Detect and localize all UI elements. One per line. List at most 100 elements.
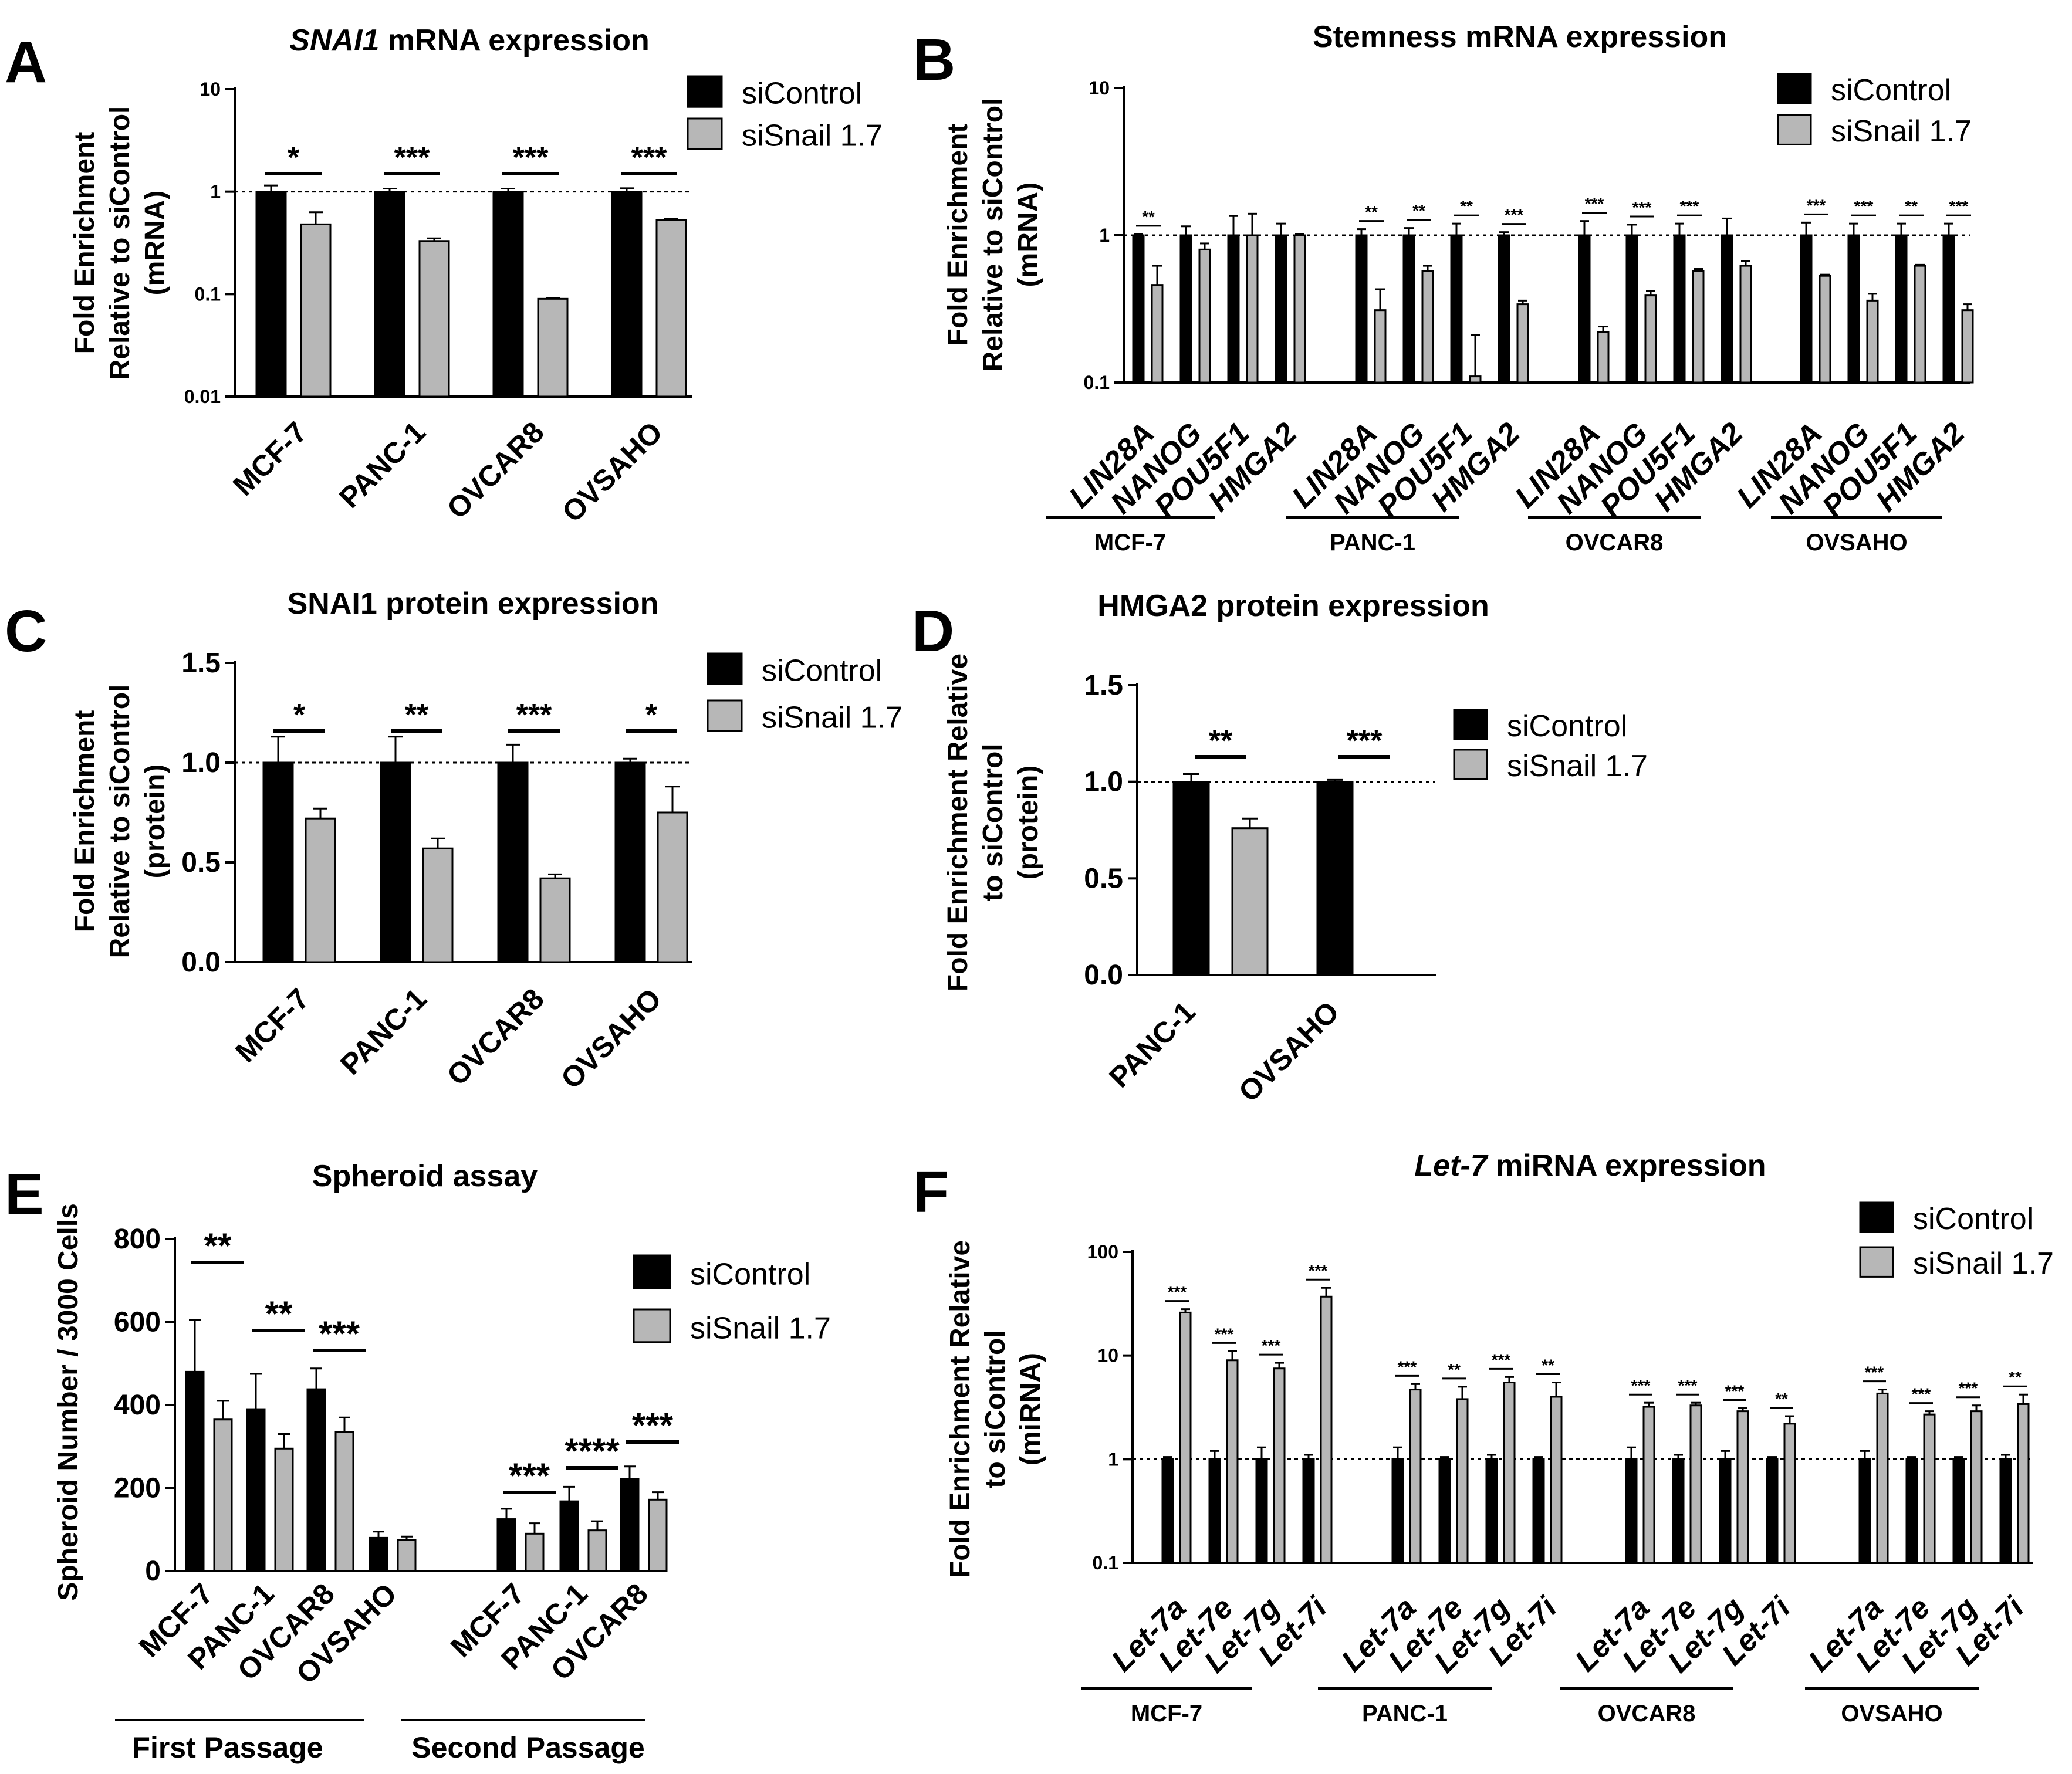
panel-b-OVSAHO-HMGA2-error-treatment xyxy=(1963,303,1972,310)
panel-c-y-axis-title: Fold Enrichment xyxy=(69,710,100,933)
panel-c-bar-treatment-OVSAHO xyxy=(657,811,688,963)
panel-a-significance-MCF-7: * xyxy=(288,141,300,175)
panel-f-OVSAHO-Let-7i-bar-control xyxy=(1999,1458,2012,1564)
panel-e-0-PANC-1-significance: ** xyxy=(265,1294,293,1333)
panel-label-b: B xyxy=(913,27,955,93)
panel-b-OVSAHO-NANOG-error-control xyxy=(1849,222,1858,235)
panel-a-y-axis-title: (mRNA) xyxy=(140,191,171,296)
panel-e-0-OVCAR8-significance: *** xyxy=(319,1314,360,1353)
panel-f-OVSAHO-Let-7a-error-treatment xyxy=(1878,1389,1887,1394)
panel-f-OVSAHO-Let-7g-error-control xyxy=(1954,1456,1963,1460)
panel-b-OVSAHO-POU5F1-bar-control xyxy=(1895,234,1908,384)
legend-swatch-treatment xyxy=(1777,114,1812,145)
panel-b-y-axis-title: Fold Enrichment xyxy=(942,124,974,346)
panel-f-y-axis-title: (miRNA) xyxy=(1015,1353,1046,1465)
panel-c-bar-treatment-MCF-7 xyxy=(305,817,336,963)
panel-a-y-tick-label: 0.1 xyxy=(195,283,221,304)
panel-c-error-control-OVCAR8 xyxy=(506,743,520,763)
panel-f-OVSAHO-Let-7g-bar-treatment xyxy=(1970,1410,1983,1564)
panel-e-1-PANC-1-error-treatment xyxy=(591,1520,603,1531)
panel-f-MCF-7-Let-7g-bar-control xyxy=(1255,1458,1268,1564)
panel-b-MCF-7-NANOG-bar-treatment xyxy=(1198,248,1211,384)
panel-e-1-PANC-1-bar-treatment xyxy=(587,1529,607,1572)
panel-f-PANC-1-Let-7i-significance: ** xyxy=(1542,1356,1554,1374)
title-rest-part: miRNA expression xyxy=(1488,1149,1766,1183)
legend-label-treatment: siSnail 1.7 xyxy=(1507,749,1648,783)
panel-b-PANC-1-NANOG-bar-control xyxy=(1402,234,1415,384)
panel-b-OVCAR8-POU5F1-bar-treatment xyxy=(1692,270,1705,384)
legend-label-control: siControl xyxy=(1913,1202,2033,1236)
panel-c-y-tick-label: 1.0 xyxy=(181,747,221,778)
panel-f-PANC-1-Let-7i-error-control xyxy=(1534,1456,1543,1460)
panel-b-OVSAHO-LIN28A-significance: *** xyxy=(1807,196,1826,214)
panel-d-y-axis-title: (protein) xyxy=(1013,766,1044,880)
panel-f-OVSAHO-Let-7i-bar-treatment xyxy=(2017,1403,2030,1564)
panel-a-y-tick-label: 0.01 xyxy=(184,386,221,407)
panel-f-MCF-7-Let-7g-significance: *** xyxy=(1262,1336,1281,1355)
panel-b-MCF-7-POU5F1-error-control xyxy=(1229,215,1238,235)
panel-e-0-MCF-7-error-control xyxy=(189,1319,201,1372)
panel-b-OVCAR8-NANOG-bar-treatment xyxy=(1644,294,1657,384)
panel-f-MCF-7-Let-7a-bar-treatment xyxy=(1179,1311,1192,1564)
panel-f-OVCAR8-Let-7g-bar-control xyxy=(1719,1458,1732,1564)
panel-a-bar-control-OVCAR8 xyxy=(492,191,524,398)
panel-e-0-OVSAHO-bar-treatment xyxy=(397,1539,417,1572)
panel-a-y-axis-title: Relative to siControl xyxy=(104,106,136,380)
panel-d-y-axis-title: Fold Enrichment Relative xyxy=(942,654,974,991)
panel-a-bar-control-OVSAHO xyxy=(611,191,643,398)
panel-f-OVCAR8-Let-7g-error-control xyxy=(1721,1450,1730,1460)
panel-b-PANC-1-LIN28A-significance: ** xyxy=(1365,203,1378,221)
panel-b-OVSAHO-HMGA2-bar-control xyxy=(1942,234,1955,384)
panel-c-bar-treatment-OVCAR8 xyxy=(539,877,571,963)
panel-f-PANC-1-Let-7g-bar-control xyxy=(1485,1458,1498,1564)
legend-label-control: siControl xyxy=(690,1258,810,1292)
panel-b-PANC-1-HMGA2-bar-treatment xyxy=(1516,303,1529,384)
panel-e-1-PANC-1-error-control xyxy=(563,1485,575,1502)
legend-swatch-treatment xyxy=(1859,1246,1894,1278)
panel-b-OVCAR8-HMGA2-error-control xyxy=(1722,217,1732,235)
panel-f-OVCAR8-Let-7a-bar-control xyxy=(1625,1458,1638,1564)
panel-b-OVCAR8-LIN28A-bar-control xyxy=(1578,234,1591,384)
panel-d-legend: siControl siSnail 1.7 xyxy=(1453,709,1648,783)
panel-a-bar-control-MCF-7 xyxy=(255,191,287,398)
panel-f-PANC-1-Let-7e-significance: ** xyxy=(1448,1360,1461,1379)
panel-a-category-label-PANC-1: PANC-1 xyxy=(333,415,432,514)
panel-e-0-OVCAR8-bar-treatment xyxy=(334,1431,354,1572)
panel-f-OVCAR8-Let-7g-significance: *** xyxy=(1725,1382,1745,1400)
panel-b-MCF-7-LIN28A-error-control xyxy=(1134,233,1143,235)
panel-d-category-label-OVSAHO: OVSAHO xyxy=(1232,995,1346,1108)
panel-f-MCF-7-Let-7a-error-control xyxy=(1163,1456,1172,1460)
panel-b-y-axis-title: Relative to siControl xyxy=(978,98,1009,372)
panel-b-OVCAR8-POU5F1-error-control xyxy=(1675,222,1684,235)
panel-a-bar-control-PANC-1 xyxy=(374,191,405,398)
panel-b-title: Stemness mRNA expression xyxy=(1313,20,1727,54)
panel-b-OVCAR8-NANOG-error-control xyxy=(1627,224,1637,235)
panel-c-y-axis-title: Relative to siControl xyxy=(104,685,136,959)
panel-b-OVCAR8-POU5F1-error-treatment xyxy=(1694,268,1703,272)
title-rest-part: mRNA expression xyxy=(379,23,649,57)
panel-d-error-control-PANC-1 xyxy=(1183,773,1199,782)
panel-a-category-label-OVSAHO: OVSAHO xyxy=(556,415,669,529)
panel-a-category-label-MCF-7: MCF-7 xyxy=(227,415,313,502)
panel-f-group-label-PANC-1: PANC-1 xyxy=(1362,1701,1448,1726)
panel-d-y-tick-label: 1.0 xyxy=(1084,767,1123,798)
panel-f-MCF-7-Let-7a-significance: *** xyxy=(1168,1283,1187,1301)
panel-e-1-MCF-7-bar-treatment xyxy=(525,1532,545,1572)
title-italic-part: Let-7 xyxy=(1414,1149,1488,1183)
panel-b-OVCAR8-NANOG-significance: *** xyxy=(1632,198,1652,216)
panel-b-group-label-MCF-7: MCF-7 xyxy=(1094,530,1166,556)
panel-f-OVSAHO-Let-7g-bar-control xyxy=(1952,1458,1965,1564)
panel-b-group-label-PANC-1: PANC-1 xyxy=(1330,530,1415,556)
panel-b-PANC-1-POU5F1-significance: ** xyxy=(1460,197,1473,215)
panel-f-OVSAHO-Let-7e-error-control xyxy=(1907,1456,1916,1460)
panel-b-MCF-7-LIN28A-bar-treatment xyxy=(1151,284,1164,384)
panel-e-0-OVCAR8-error-treatment xyxy=(339,1416,350,1432)
legend-label-control: siControl xyxy=(762,654,882,688)
panel-b-legend: siControl siSnail 1.7 xyxy=(1777,73,1972,148)
panel-e-1-OVCAR8-error-control xyxy=(624,1465,636,1479)
panel-d-y-tick-label: 1.5 xyxy=(1084,670,1123,701)
panel-f-MCF-7-Let-7e-error-control xyxy=(1210,1450,1219,1460)
panel-f-MCF-7-Let-7e-error-treatment xyxy=(1228,1350,1237,1360)
panel-label-d: D xyxy=(912,598,954,664)
legend-label-treatment: siSnail 1.7 xyxy=(1831,114,1972,148)
